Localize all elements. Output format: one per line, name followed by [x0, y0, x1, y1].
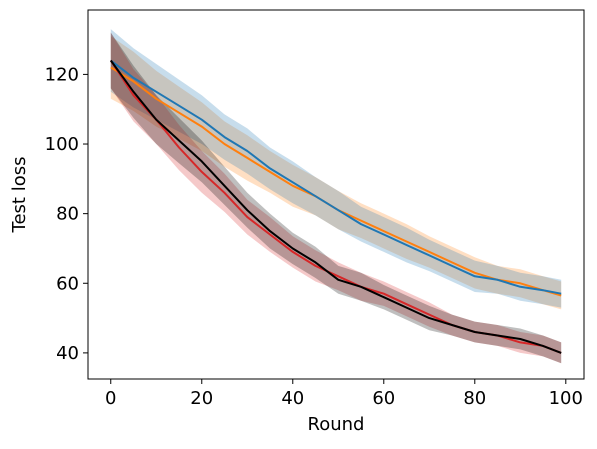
x-tick-label: 20 — [190, 388, 213, 409]
y-tick-label: 100 — [45, 134, 79, 155]
y-tick-label: 120 — [45, 64, 79, 85]
series-lines — [109, 59, 562, 354]
y-tick-label: 80 — [56, 204, 79, 225]
x-tick-label: 60 — [372, 388, 395, 409]
series-2-line — [110, 59, 562, 295]
x-axis-label: Round — [308, 414, 365, 435]
x-tick-label: 40 — [281, 388, 304, 409]
series-4-band — [110, 32, 562, 364]
x-axis-ticks: 0 20 40 60 80 100 — [105, 379, 583, 409]
series-2-band — [110, 29, 562, 308]
y-axis-ticks: 40 60 80 100 120 — [45, 64, 88, 364]
confidence-bands — [110, 29, 562, 364]
x-tick-label: 0 — [105, 388, 116, 409]
y-tick-label: 40 — [56, 343, 79, 364]
series-4-line — [109, 59, 562, 354]
plot-frame — [87, 9, 585, 380]
y-axis-label: Test loss — [9, 157, 30, 234]
y-tick-label: 60 — [56, 273, 79, 294]
x-tick-label: 100 — [549, 388, 583, 409]
x-tick-label: 80 — [463, 388, 486, 409]
